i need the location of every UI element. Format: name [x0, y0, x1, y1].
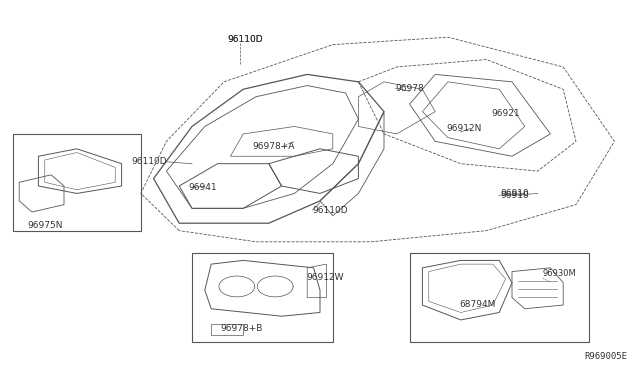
Text: 96912W: 96912W [306, 273, 344, 282]
Text: 96978+B: 96978+B [221, 324, 263, 333]
Text: 96110D: 96110D [312, 206, 348, 215]
Text: 96978: 96978 [396, 84, 424, 93]
Bar [13, 134, 141, 231]
Text: 96921: 96921 [492, 109, 520, 118]
Text: 96975N: 96975N [27, 221, 62, 230]
Text: 96110D: 96110D [227, 35, 263, 44]
Text: 96910: 96910 [500, 189, 529, 198]
Text: 68794M: 68794M [460, 300, 496, 309]
Text: 96978+A: 96978+A [253, 142, 295, 151]
Text: 96910: 96910 [500, 191, 529, 200]
Text: R969005E: R969005E [584, 352, 627, 361]
Text: 96110D: 96110D [131, 157, 167, 166]
Text: 96941: 96941 [189, 183, 218, 192]
Text: 96930M: 96930M [543, 269, 577, 278]
Bar [410, 253, 589, 342]
Bar [192, 253, 333, 342]
Text: 96110D: 96110D [227, 35, 263, 44]
Text: 96912N: 96912N [447, 124, 482, 133]
